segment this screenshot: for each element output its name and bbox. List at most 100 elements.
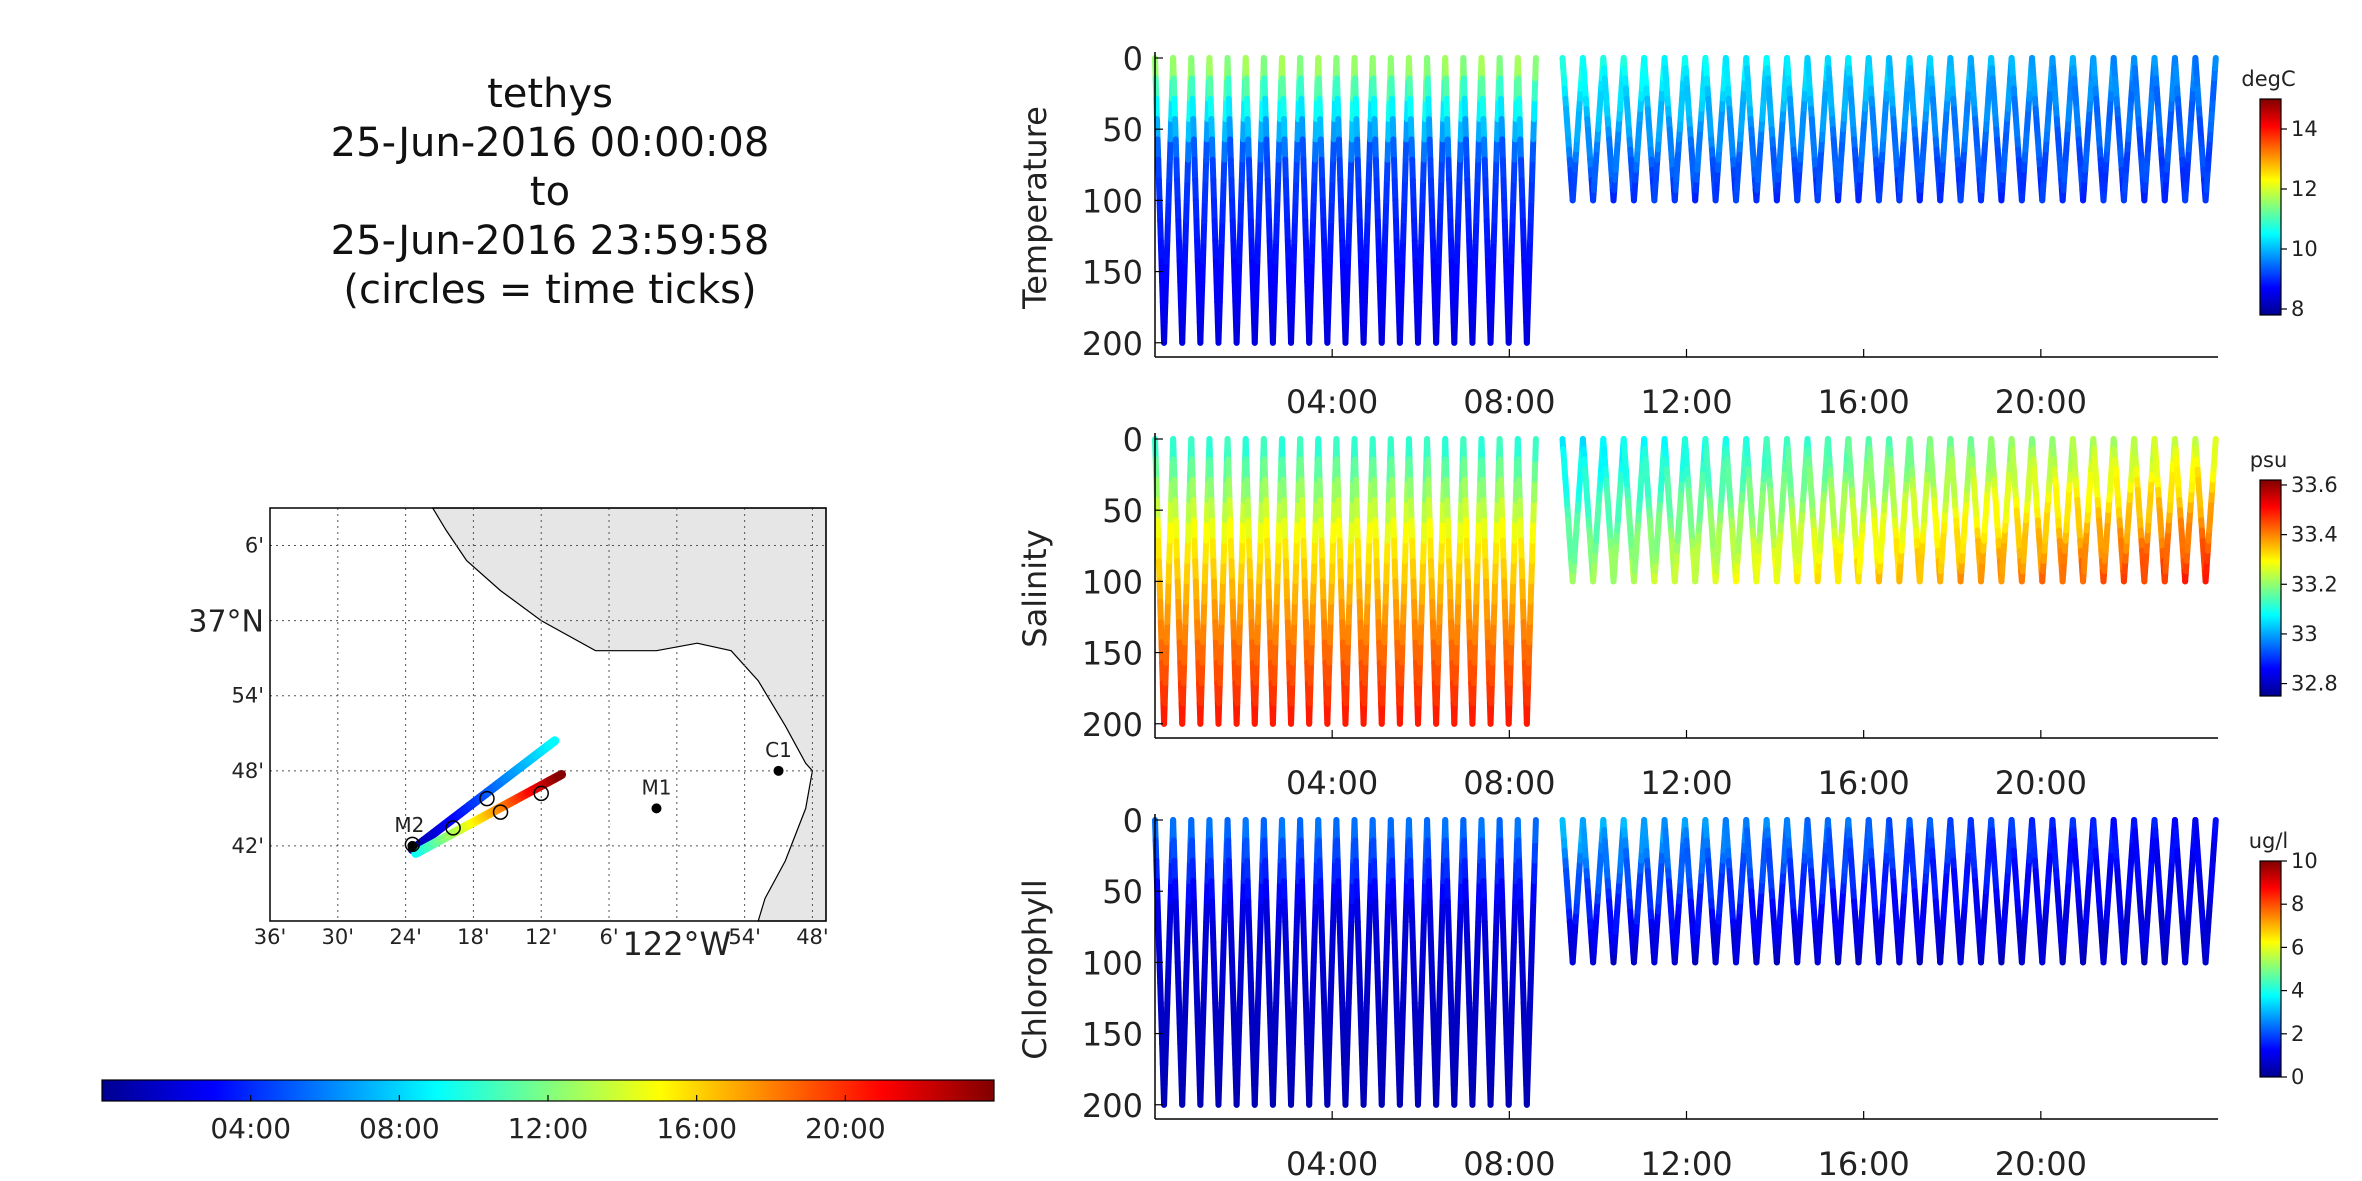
profile-trace-segment [1320, 598, 1328, 626]
profile-trace-segment [1470, 278, 1478, 306]
profile-trace-segment [1427, 918, 1434, 946]
profile-trace-segment [1166, 156, 1173, 184]
profile-trace-segment [1427, 939, 1435, 966]
profile-trace-segment [1367, 878, 1374, 905]
profile-trace-segment [1376, 639, 1383, 666]
profile-trace-segment [1344, 258, 1352, 285]
profile-trace-segment [1272, 238, 1280, 265]
value-colorbar-tick-label: 4 [2291, 979, 2304, 1003]
profile-trace-segment [1503, 258, 1510, 285]
profile-trace-segment [1508, 217, 1516, 245]
map-station-label: C1 [765, 738, 792, 762]
profile-trace-segment [1363, 217, 1371, 245]
profile-trace-segment [1271, 1040, 1278, 1068]
profile-trace-segment [1531, 837, 1539, 864]
profile-trace-segment [1282, 918, 1289, 946]
profile-trace-segment [1514, 817, 1522, 844]
profile-trace-segment [1249, 1020, 1256, 1047]
profile-trace-segment [1219, 197, 1227, 224]
profile-trace-segment [1411, 598, 1418, 626]
profile-trace-segment [1353, 497, 1361, 524]
profile-trace-segment [1507, 1020, 1515, 1047]
profile-trace-segment [1337, 939, 1344, 966]
profile-trace-segment [1321, 1000, 1328, 1027]
profile-trace-segment [1379, 299, 1387, 326]
profile-trace-segment [1262, 116, 1270, 143]
profile-trace-segment [1253, 258, 1261, 285]
profile-trace-segment [1465, 598, 1473, 626]
profile-trace-segment [1465, 979, 1473, 1007]
profile-trace-segment [1483, 979, 1491, 1007]
profile-trace-segment [1336, 537, 1344, 565]
profile-trace-segment [1245, 537, 1253, 565]
profile-trace-segment [1339, 238, 1346, 265]
profile-trace-segment [1409, 177, 1417, 204]
profile-trace-segment [1430, 1020, 1438, 1047]
profile-trace-segment [1490, 217, 1498, 245]
profile-trace-segment [1258, 878, 1265, 905]
profile-trace-segment [1442, 456, 1450, 483]
profile-trace-segment [1436, 217, 1444, 245]
profile-trace-segment [1387, 436, 1395, 463]
profile-trace-segment [1470, 659, 1478, 687]
profile-trace-segment [1189, 95, 1197, 123]
profile-trace-segment [1453, 619, 1461, 646]
profile-trace-segment [1275, 898, 1283, 925]
x-tick-label: 04:00 [1286, 383, 1378, 421]
profile-trace-segment [1199, 639, 1206, 666]
profile-trace-segment [1240, 497, 1247, 524]
profile-trace-segment [1426, 878, 1433, 905]
profile-trace-segment [1372, 898, 1379, 925]
profile-trace-segment [1194, 258, 1202, 285]
profile-trace-segment [1243, 837, 1250, 864]
profile-trace-segment [1416, 1020, 1424, 1047]
profile-trace-segment [1182, 598, 1190, 626]
profile-trace-segment [1193, 979, 1201, 1007]
profile-trace-segment [1263, 898, 1271, 925]
profile-trace-segment [1372, 156, 1380, 184]
profile-trace-segment [1252, 1061, 1260, 1088]
profile-trace-segment [1299, 136, 1307, 163]
profile-trace-segment [1338, 979, 1346, 1007]
profile-trace-segment [1226, 878, 1234, 905]
profile-trace-segment [1155, 939, 1163, 966]
profile-trace-segment [1166, 918, 1173, 946]
profile-trace-segment [1240, 878, 1247, 905]
profile-trace-segment [1330, 898, 1337, 925]
profile-trace-segment [1201, 959, 1208, 986]
profile-trace-segment [1400, 217, 1407, 245]
profile-trace-segment [1335, 116, 1342, 143]
profile-trace-segment [1335, 136, 1343, 163]
profile-trace-segment [1312, 878, 1320, 905]
profile-trace-segment [1479, 476, 1487, 504]
profile-trace-segment [1370, 456, 1377, 483]
profile-trace-segment [1215, 319, 1223, 346]
profile-trace-segment [1156, 197, 1164, 224]
profile-trace-segment [1227, 156, 1235, 184]
profile-trace-segment [1336, 156, 1344, 184]
profile-trace-segment [1525, 278, 1532, 306]
profile-trace-segment [1406, 456, 1414, 483]
profile-trace-segment [1216, 299, 1223, 326]
profile-trace-segment [1255, 578, 1263, 605]
profile-trace-segment [1361, 1061, 1368, 1088]
y-axis-label: Chlorophyll [1016, 879, 1054, 1059]
profile-trace-segment [1201, 177, 1209, 204]
profile-trace-segment [1171, 857, 1179, 885]
profile-trace-segment [1469, 700, 1477, 727]
profile-trace-segment [1208, 116, 1216, 143]
profile-trace-segment [1392, 578, 1399, 605]
profile-trace-segment [1210, 959, 1218, 986]
profile-trace-segment [1207, 75, 1214, 102]
profile-trace-segment [1246, 558, 1254, 585]
profile-trace-segment [1175, 1000, 1183, 1027]
profile-trace-segment [1462, 116, 1469, 143]
profile-trace-segment [1162, 1040, 1170, 1068]
profile-trace-segment [1294, 497, 1302, 524]
profile-trace-segment [1370, 476, 1378, 504]
profile-trace-segment [1420, 537, 1427, 565]
profile-trace-segment [1519, 217, 1527, 245]
profile-trace-segment [1427, 537, 1434, 565]
profile-trace-segment [1442, 837, 1450, 864]
profile-trace-segment [1279, 837, 1287, 864]
